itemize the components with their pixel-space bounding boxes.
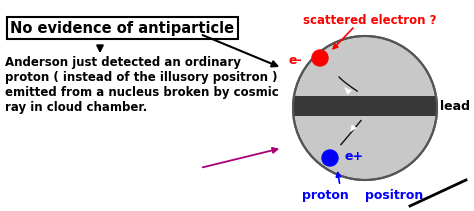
Text: No evidence of antiparticle: No evidence of antiparticle bbox=[10, 20, 235, 35]
Circle shape bbox=[312, 50, 328, 66]
Text: e-: e- bbox=[288, 54, 302, 66]
Circle shape bbox=[293, 36, 437, 180]
Text: scattered electron ?: scattered electron ? bbox=[303, 14, 437, 27]
Text: lead: lead bbox=[440, 100, 470, 112]
Text: proton: proton bbox=[302, 189, 349, 203]
Bar bbox=[293, 96, 437, 116]
Text: Anderson just detected an ordinary
proton ( instead of the illusory positron )
e: Anderson just detected an ordinary proto… bbox=[5, 56, 279, 114]
Text: e+: e+ bbox=[345, 150, 364, 162]
Circle shape bbox=[322, 150, 338, 166]
Text: positron: positron bbox=[365, 189, 423, 203]
